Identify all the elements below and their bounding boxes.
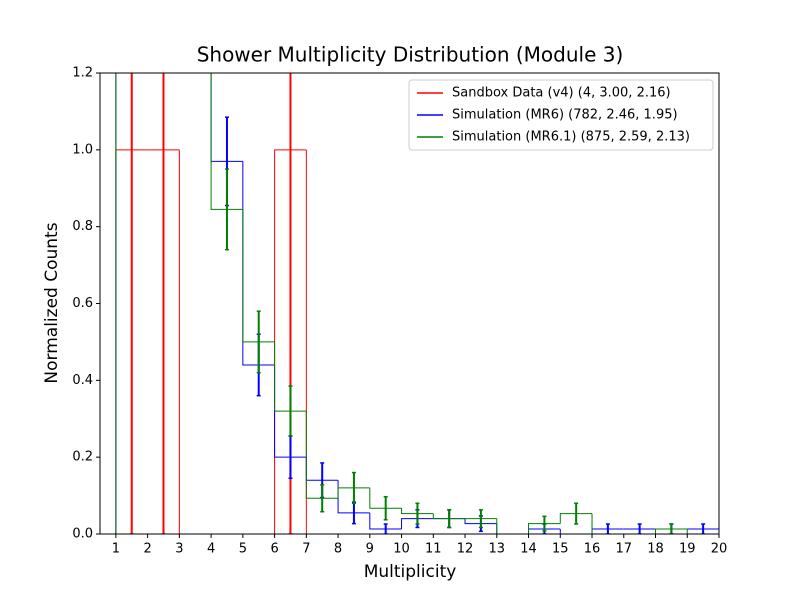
error-bar bbox=[542, 515, 547, 532]
histogram-step bbox=[210, 73, 243, 210]
y-tick-label: 0.2 bbox=[72, 450, 93, 465]
histogram-step bbox=[369, 512, 402, 530]
x-tick-label: 8 bbox=[334, 542, 342, 557]
histogram-step bbox=[337, 487, 370, 499]
error-bar bbox=[130, 0, 134, 35]
histogram-step bbox=[401, 508, 434, 515]
x-tick-label: 7 bbox=[302, 542, 310, 557]
error-bar bbox=[129, 73, 134, 534]
x-tick-label: 3 bbox=[175, 542, 183, 557]
error-bar bbox=[351, 471, 356, 505]
y-tick-label: 0.4 bbox=[72, 373, 93, 388]
y-tick-label: 0.0 bbox=[72, 527, 93, 542]
histogram-step bbox=[559, 529, 593, 534]
error-bar bbox=[605, 523, 610, 534]
error-bar bbox=[574, 502, 579, 525]
histogram-step bbox=[305, 411, 339, 499]
histogram-step bbox=[591, 513, 624, 534]
histogram-step bbox=[686, 529, 719, 534]
error-bar bbox=[478, 509, 483, 529]
y-tick-label: 1.0 bbox=[72, 142, 93, 157]
error-bar bbox=[320, 484, 325, 513]
error-bar bbox=[669, 523, 674, 534]
histogram-step bbox=[559, 513, 593, 524]
x-tick-label: 20 bbox=[711, 542, 728, 557]
x-tick-label: 11 bbox=[425, 542, 442, 557]
x-tick-label: 12 bbox=[457, 542, 474, 557]
error-bar bbox=[288, 385, 293, 437]
x-tick-label: 13 bbox=[489, 542, 506, 557]
x-tick-label: 4 bbox=[207, 542, 215, 557]
chart-title: Shower Multiplicity Distribution (Module… bbox=[197, 43, 624, 67]
x-tick-label: 9 bbox=[366, 542, 374, 557]
histogram-step bbox=[274, 341, 307, 412]
histogram-step bbox=[178, 149, 212, 534]
legend-label: Sandbox Data (v4) (4, 3.00, 2.16) bbox=[452, 86, 671, 101]
x-tick-label: 6 bbox=[270, 542, 278, 557]
legend: Sandbox Data (v4) (4, 3.00, 2.16) Simulat… bbox=[408, 79, 714, 151]
histogram-step bbox=[528, 523, 561, 534]
x-tick-label: 18 bbox=[647, 542, 664, 557]
error-bar bbox=[637, 523, 642, 534]
y-tick-label: 1.2 bbox=[72, 66, 93, 81]
histogram-step bbox=[496, 523, 529, 534]
error-bar bbox=[224, 168, 229, 251]
histogram-step bbox=[432, 513, 466, 520]
histogram-step bbox=[464, 518, 497, 525]
error-bar bbox=[415, 502, 420, 525]
histogram-step bbox=[242, 209, 275, 343]
x-tick-label: 10 bbox=[393, 542, 410, 557]
error-bar bbox=[383, 523, 388, 534]
histogram-step bbox=[305, 149, 339, 534]
y-tick-label: 0.8 bbox=[72, 219, 93, 234]
histogram-step bbox=[115, 73, 117, 534]
x-tick-label: 19 bbox=[679, 542, 696, 557]
x-tick-label: 16 bbox=[584, 542, 601, 557]
x-tick-label: 14 bbox=[520, 542, 537, 557]
histogram-step bbox=[369, 487, 402, 509]
x-tick-label: 17 bbox=[615, 542, 632, 557]
error-bar bbox=[447, 509, 452, 529]
histogram-step bbox=[496, 518, 529, 534]
x-tick-label: 2 bbox=[143, 542, 151, 557]
plot-area bbox=[115, 0, 719, 534]
error-bar bbox=[383, 495, 388, 521]
histogram-step bbox=[401, 518, 434, 530]
x-axis-label: Multiplicity bbox=[364, 562, 457, 582]
y-tick-label: 0.6 bbox=[72, 296, 93, 311]
legend-box bbox=[408, 79, 714, 151]
legend-label: Simulation (MR6) (782, 2.46, 1.95) bbox=[452, 108, 678, 123]
y-axis-label: Normalized Counts bbox=[42, 222, 62, 383]
error-bar bbox=[701, 523, 706, 534]
legend-label: Simulation (MR6.1) (875, 2.59, 2.13) bbox=[452, 130, 690, 145]
x-tick-label: 15 bbox=[552, 542, 569, 557]
x-tick-label: 5 bbox=[239, 542, 247, 557]
histogram-step bbox=[687, 528, 719, 534]
x-tick-label: 1 bbox=[112, 542, 120, 557]
error-bar bbox=[161, 73, 166, 534]
error-bar bbox=[256, 310, 261, 374]
histogram-step bbox=[655, 528, 688, 534]
